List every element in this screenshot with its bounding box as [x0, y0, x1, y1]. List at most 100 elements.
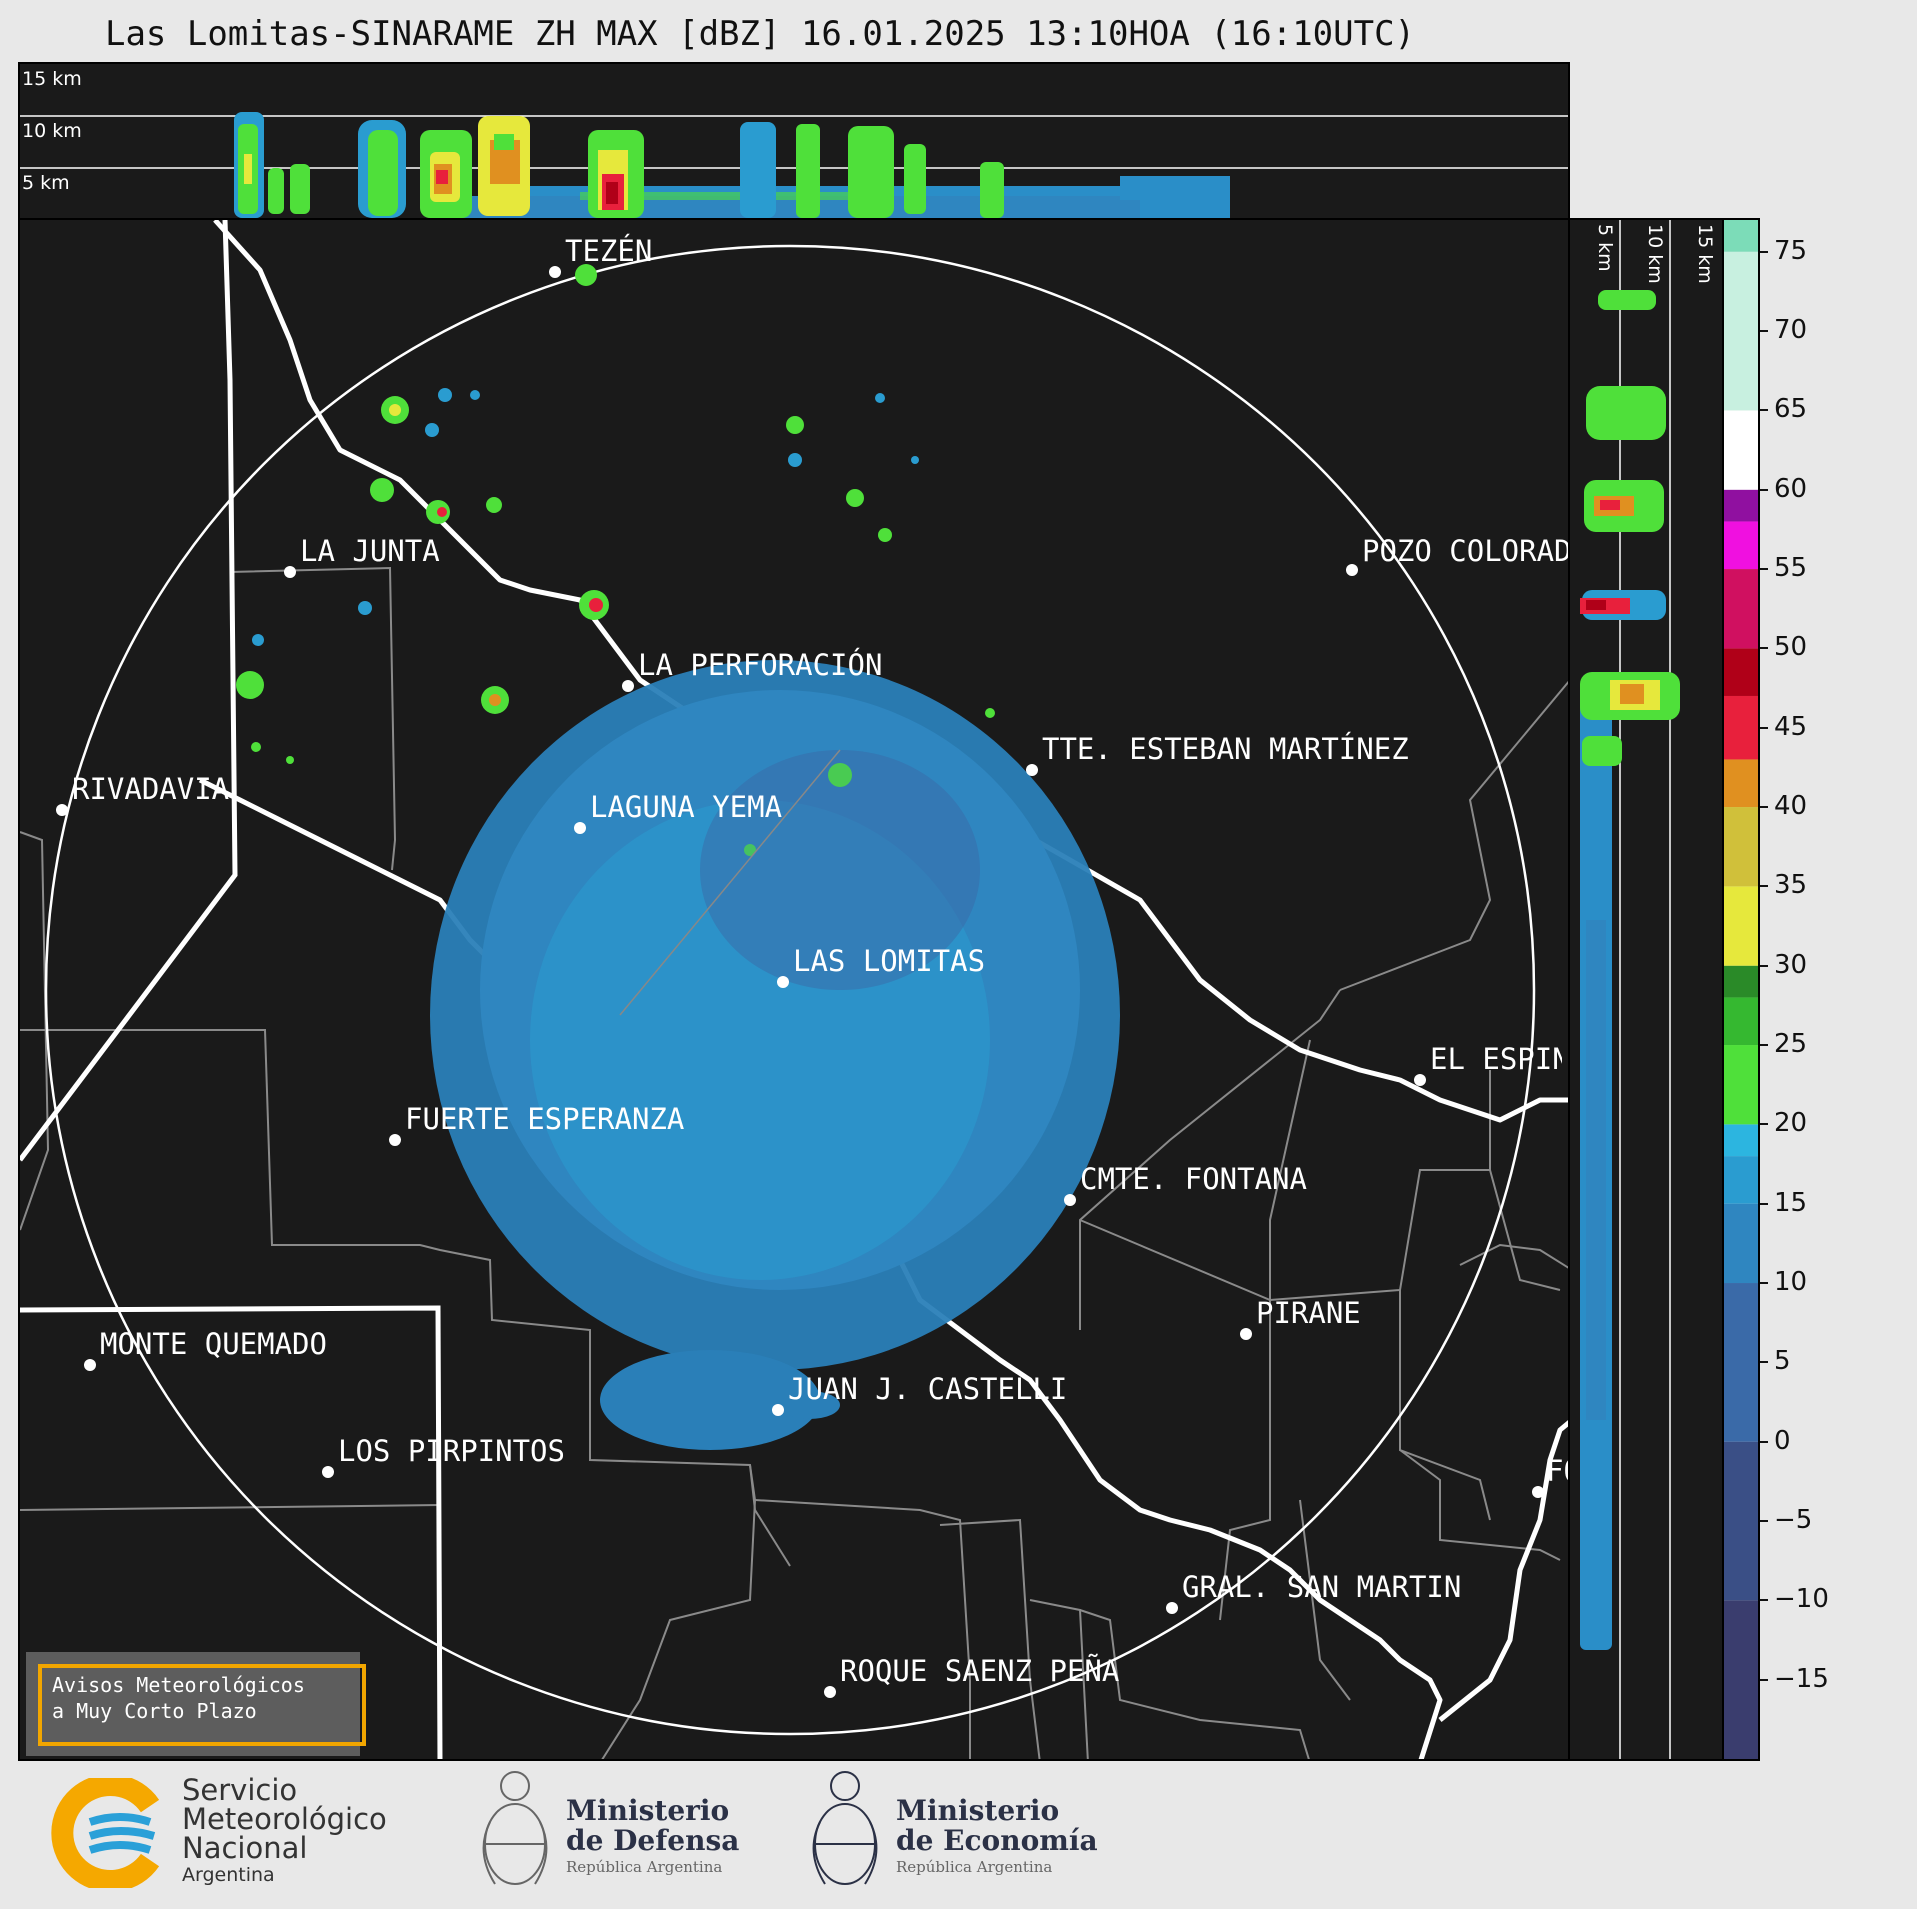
place-marker-cmte-fontana[interactable]	[1064, 1194, 1076, 1206]
top-storm-cells	[234, 112, 1230, 218]
smn-line-2: Meteorológico	[182, 1802, 387, 1836]
place-marker-la-junta[interactable]	[284, 566, 296, 578]
place-marker-los-pirpintos[interactable]	[322, 1466, 334, 1478]
colorbar-band	[1724, 807, 1758, 887]
colorbar-band	[1724, 1283, 1758, 1442]
place-marker-formosa[interactable]	[1532, 1486, 1544, 1498]
place-label-monte-quemado: MONTE QUEMADO	[100, 1327, 327, 1361]
place-marker-pirane[interactable]	[1240, 1328, 1252, 1340]
colorbar-band	[1724, 648, 1758, 696]
place-marker-roque-saenz-pena[interactable]	[824, 1686, 836, 1698]
cross-section-line	[619, 749, 841, 1016]
radar-range-ring	[44, 244, 1536, 1736]
place-label-la-perforacion: LA PERFORACIÓN	[638, 648, 883, 682]
place-label-fuerte-esperanza: FUERTE ESPERANZA	[405, 1102, 685, 1136]
defensa-line-2: de Defensa	[566, 1824, 740, 1857]
place-marker-tezen[interactable]	[549, 266, 561, 278]
colorbar-band	[1724, 1203, 1758, 1284]
notice-box[interactable]: Avisos Meteorológicos a Muy Corto Plazo	[26, 1652, 366, 1756]
colorbar-tick-mark	[1760, 1123, 1768, 1126]
side-altitude-5: 5 km	[1594, 224, 1616, 272]
radar-echoes	[236, 264, 1120, 1450]
colorbar-tick-mark	[1760, 568, 1768, 571]
side-cross-section: 5 km 10 km 15 km	[1568, 218, 1724, 1761]
place-label-formosa: FORMOSA	[1546, 1454, 1568, 1488]
colorbar-tick-mark	[1760, 1044, 1768, 1047]
place-label-tte-esteban-martinez: TTE. ESTEBAN MARTÍNEZ	[1042, 732, 1409, 766]
colorbar-band	[1724, 1441, 1758, 1601]
colorbar-band	[1724, 1600, 1758, 1759]
department-boundaries	[20, 566, 1568, 1759]
colorbar-tick-label: 70	[1774, 315, 1808, 346]
place-marker-rivadavia[interactable]	[56, 804, 68, 816]
colorbar-tick-mark	[1760, 647, 1768, 650]
colorbar-gradient	[1724, 220, 1758, 1759]
colorbar-tick-label: 50	[1774, 632, 1808, 663]
economia-coat-of-arms-icon	[812, 1771, 878, 1885]
colorbar-tick-mark	[1760, 964, 1768, 967]
colorbar-band	[1724, 521, 1758, 570]
province-borders	[20, 220, 443, 1759]
colorbar-tick-mark	[1760, 1361, 1768, 1364]
place-marker-juan-j-castelli[interactable]	[772, 1404, 784, 1416]
place-label-las-lomitas: LAS LOMITAS	[793, 944, 986, 978]
colorbar-band	[1724, 220, 1758, 252]
colorbar-tick-label: 60	[1774, 473, 1808, 504]
side-altitude-10: 10 km	[1644, 224, 1666, 284]
place-marker-tte-esteban-martinez[interactable]	[1026, 764, 1038, 776]
colorbar-tick-label: 30	[1774, 949, 1808, 980]
colorbar-band	[1724, 1124, 1758, 1157]
dbz-colorbar	[1722, 218, 1760, 1761]
notice-frame: Avisos Meteorológicos a Muy Corto Plazo	[38, 1664, 366, 1746]
place-marker-la-perforacion[interactable]	[622, 680, 634, 692]
map-title: Las Lomitas-SINARAME ZH MAX [dBZ] 16.01.…	[104, 14, 1416, 54]
colorbar-tick-mark	[1760, 1678, 1768, 1681]
colorbar-tick-mark	[1760, 250, 1768, 253]
colorbar-tick-label: 0	[1774, 1425, 1791, 1456]
place-marker-monte-quemado[interactable]	[84, 1359, 96, 1371]
colorbar-tick-mark	[1760, 885, 1768, 888]
colorbar-tick-label: 25	[1774, 1029, 1808, 1060]
colorbar-tick-mark	[1760, 1599, 1768, 1602]
side-storm-cells	[1580, 290, 1680, 766]
place-marker-gral-san-martin[interactable]	[1166, 1602, 1178, 1614]
place-label-pozo-colorado: POZO COLORADO	[1362, 534, 1570, 568]
place-marker-las-lomitas[interactable]	[777, 976, 789, 988]
radar-map[interactable]: TEZÉN LA JUNTA POZO COLORADO LA PERFORAC…	[18, 218, 1570, 1761]
colorbar-tick-label: 20	[1774, 1108, 1808, 1139]
top-cross-section: 15 km 10 km 5 km	[18, 62, 1570, 220]
colorbar-tick-label: 40	[1774, 791, 1808, 822]
colorbar-tick-mark	[1760, 1440, 1768, 1443]
colorbar-tick-label: −10	[1774, 1584, 1829, 1615]
top-cross-section-plot	[20, 112, 1568, 218]
colorbar-band	[1724, 1045, 1758, 1125]
place-label-laguna-yema: LAGUNA YEMA	[590, 790, 783, 824]
smn-line-3: Nacional	[182, 1831, 308, 1865]
top-altitude-5: 5 km	[22, 172, 70, 194]
place-marker-el-espinillo[interactable]	[1414, 1074, 1426, 1086]
place-label-la-junta: LA JUNTA	[300, 534, 440, 568]
colorbar-tick-mark	[1760, 1202, 1768, 1205]
place-marker-pozo-colorado[interactable]	[1346, 564, 1358, 576]
side-altitude-15: 15 km	[1694, 224, 1716, 284]
defensa-line-3: República Argentina	[566, 1858, 723, 1876]
colorbar-tick-label: 45	[1774, 711, 1808, 742]
smn-line-1: Servicio	[182, 1773, 298, 1807]
top-altitude-10: 10 km	[22, 120, 82, 142]
place-marker-fuerte-esperanza[interactable]	[389, 1134, 401, 1146]
place-label-roque-saenz-pena: ROQUE SAENZ PEÑA	[840, 1654, 1120, 1688]
colorbar-tick-label: −15	[1774, 1663, 1829, 1694]
smn-logo-icon	[51, 1778, 160, 1888]
colorbar-band	[1724, 997, 1758, 1046]
radar-map-canvas	[20, 220, 1568, 1759]
defensa-line-1: Ministerio	[566, 1794, 730, 1827]
colorbar-tick-mark	[1760, 806, 1768, 809]
place-marker-laguna-yema[interactable]	[574, 822, 586, 834]
smn-line-4: Argentina	[182, 1864, 275, 1886]
place-label-pirane: PIRANE	[1256, 1296, 1361, 1330]
place-label-cmte-fontana: CMTE. FONTANA	[1080, 1162, 1307, 1196]
place-label-el-espinillo: EL ESPINILLO	[1430, 1042, 1562, 1076]
economia-line-1: Ministerio	[896, 1794, 1060, 1827]
colorbar-tick-label: 15	[1774, 1187, 1808, 1218]
colorbar-tick-label: 65	[1774, 394, 1808, 425]
